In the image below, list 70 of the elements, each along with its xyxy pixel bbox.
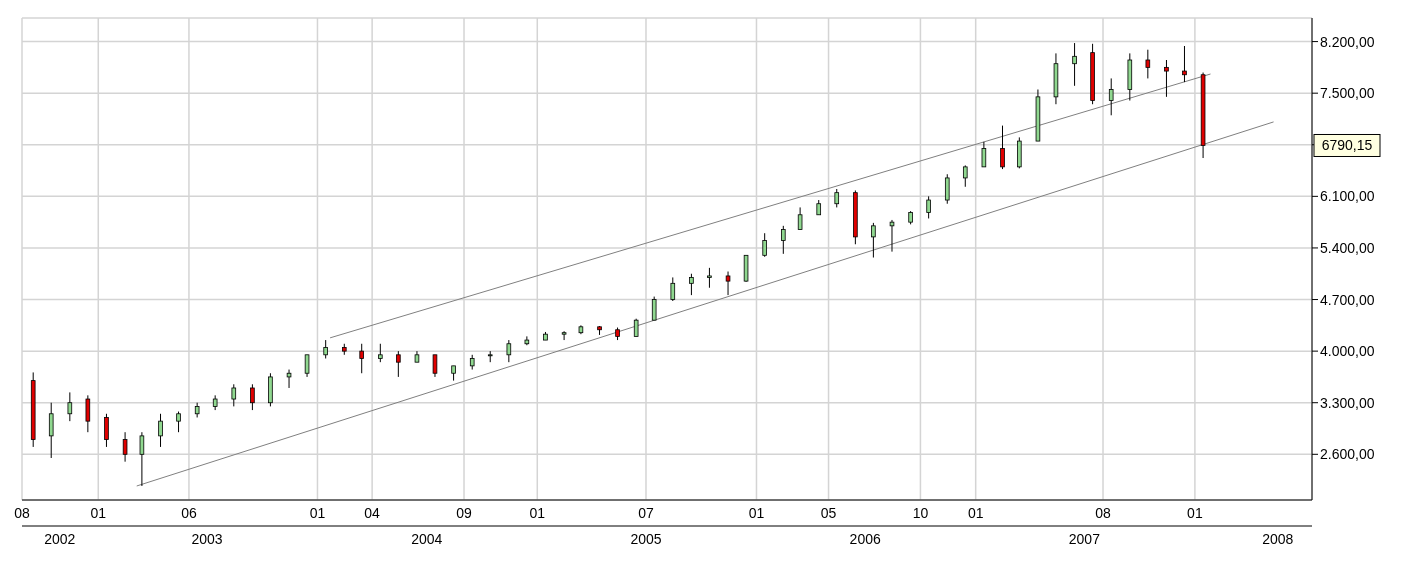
candlestick <box>48 402 54 459</box>
x-tick-label: 10 <box>912 504 929 521</box>
candlestick <box>85 394 91 433</box>
y-tick-label: 2.600,00 <box>1320 446 1375 463</box>
y-tick-label: 3.300,00 <box>1320 394 1375 411</box>
candlestick <box>725 271 731 296</box>
candlestick <box>1145 49 1151 79</box>
candlestick <box>432 354 438 378</box>
y-tick-label: 4.700,00 <box>1320 291 1375 308</box>
candlestick <box>651 296 657 321</box>
candlestick <box>1000 125 1005 170</box>
candlestick <box>158 413 163 448</box>
candlestick <box>176 411 181 433</box>
x2-tick-label: 2008 <box>1262 530 1294 547</box>
x2-tick-label: 2003 <box>191 530 223 547</box>
y-tick-label: 5.400,00 <box>1320 239 1375 256</box>
candlestick <box>1164 59 1169 98</box>
candlestick <box>707 267 712 289</box>
x-tick-label: 01 <box>529 504 546 521</box>
candlestick <box>104 413 109 448</box>
candlestick <box>1108 77 1114 116</box>
y-tick-label: 6.100,00 <box>1320 188 1375 205</box>
candlestick <box>378 343 383 363</box>
candlestick <box>359 343 364 374</box>
text: 6790,15 <box>1321 137 1373 154</box>
x-tick-label: 09 <box>456 504 473 521</box>
candlestick <box>304 354 310 378</box>
candlestick <box>396 350 401 378</box>
candlestick <box>286 369 292 389</box>
x-tick-label: 07 <box>638 504 654 521</box>
candlestick <box>689 273 694 296</box>
x-tick-label: 05 <box>820 504 837 521</box>
candlestick <box>122 431 128 463</box>
x-tick-label: 04 <box>364 504 381 521</box>
x-tick-label: 08 <box>14 504 30 521</box>
x2-tick-label: 2007 <box>1068 530 1101 547</box>
y-tick-label: 8.200,00 <box>1320 33 1375 50</box>
candlestick <box>139 431 145 487</box>
candlestick <box>506 339 512 363</box>
candlestick <box>231 383 237 407</box>
candlestick <box>926 195 931 219</box>
candlestick <box>762 232 767 258</box>
candlestick <box>1072 42 1077 87</box>
x-tick-label: 01 <box>748 504 765 521</box>
candlestick <box>561 330 567 341</box>
x-tick-label: 01 <box>309 504 326 521</box>
candlestick <box>797 206 803 231</box>
candlestick <box>834 188 840 208</box>
x-tick-label: 08 <box>1095 504 1111 521</box>
x-tick-label: 01 <box>967 504 984 521</box>
candlestick <box>781 225 786 255</box>
candlestick <box>871 222 876 259</box>
candlestick <box>944 173 950 205</box>
x2-tick-label: 2002 <box>44 530 76 547</box>
x-tick-label: 01 <box>90 504 107 521</box>
candlestick <box>962 164 968 188</box>
candlestick <box>250 383 255 411</box>
candlestick <box>981 141 987 168</box>
candlestick <box>1182 45 1187 83</box>
x-tick-label: 01 <box>1187 504 1203 521</box>
x-tick-label: 06 <box>181 504 197 521</box>
x2-tick-label: 2006 <box>849 530 881 547</box>
candlestick <box>323 339 328 359</box>
x2-tick-label: 2005 <box>630 530 662 547</box>
candlestick <box>670 276 676 302</box>
candlestick <box>889 219 895 253</box>
y-tick-label: 7.500,00 <box>1320 85 1375 102</box>
x2-tick-label: 2004 <box>411 530 443 547</box>
candlestick <box>67 391 73 422</box>
y-tick-label: 4.000,00 <box>1320 343 1375 360</box>
